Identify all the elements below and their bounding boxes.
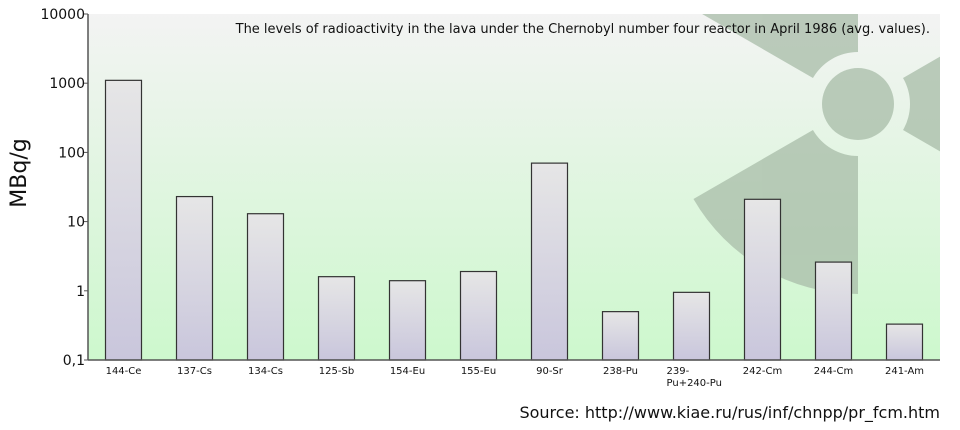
x-tick-label: 137-Cs bbox=[177, 366, 212, 377]
bar-244-Cm bbox=[814, 261, 853, 361]
bar-155-Eu bbox=[459, 270, 498, 361]
x-tick-label-line: 137-Cs bbox=[177, 366, 212, 377]
bar-239-Pu+240-Pu bbox=[672, 291, 711, 361]
x-tick-label-line: 144-Ce bbox=[106, 366, 142, 377]
x-tick-label-line: 242-Cm bbox=[743, 366, 782, 377]
x-tick-label-line: 241-Am bbox=[885, 366, 924, 377]
x-tick-label: 238-Pu bbox=[603, 366, 638, 377]
bar-144-Ce bbox=[104, 79, 143, 361]
bar-241-Am bbox=[885, 323, 924, 361]
x-tick-label-line: 154-Eu bbox=[390, 366, 425, 377]
bar-154-Eu bbox=[388, 280, 427, 361]
x-tick-label: 90-Sr bbox=[536, 366, 564, 377]
source-text: Source: http://www.kiae.ru/rus/inf/chnpp… bbox=[519, 403, 940, 423]
trefoil-blade bbox=[903, 56, 940, 152]
bar-90-Sr bbox=[530, 162, 569, 361]
x-tick-label-line: Pu+240-Pu bbox=[667, 378, 722, 389]
x-tick-label-line: 239- bbox=[667, 366, 690, 377]
bar-125-Sb bbox=[317, 276, 356, 361]
x-tick-label: 241-Am bbox=[885, 366, 924, 377]
x-tick-label-line: 125-Sb bbox=[319, 366, 354, 377]
trefoil-blade bbox=[702, 14, 858, 78]
x-tick-label: 242-Cm bbox=[743, 366, 782, 377]
x-tick-label: 154-Eu bbox=[390, 366, 425, 377]
x-tick-label: 239-Pu+240-Pu bbox=[667, 366, 722, 389]
x-tick-label: 244-Cm bbox=[814, 366, 853, 377]
x-tick-label: 155-Eu bbox=[461, 366, 496, 377]
y-tick-label: 100 bbox=[58, 145, 85, 161]
x-tick-label: 144-Ce bbox=[106, 366, 142, 377]
y-tick-label: 1000 bbox=[49, 76, 85, 92]
bar-137-Cs bbox=[175, 195, 214, 361]
y-tick-label: 10000 bbox=[40, 7, 85, 23]
x-tick-label-line: 90-Sr bbox=[536, 366, 564, 377]
x-tick-label-line: 134-Cs bbox=[248, 366, 283, 377]
x-tick-label-line: 238-Pu bbox=[603, 366, 638, 377]
x-tick-label-line: 244-Cm bbox=[814, 366, 853, 377]
y-tick-label: 1 bbox=[76, 284, 85, 300]
bar-134-Cs bbox=[246, 213, 285, 361]
y-axis-label: MBq/g bbox=[7, 138, 32, 207]
bar-238-Pu bbox=[601, 311, 640, 361]
bar-242-Cm bbox=[743, 198, 782, 361]
chart-title: The levels of radioactivity in the lava … bbox=[235, 22, 930, 37]
x-tick-label: 125-Sb bbox=[319, 366, 354, 377]
y-tick-label: 10 bbox=[67, 215, 85, 231]
y-tick-label: 0,1 bbox=[63, 353, 85, 369]
x-tick-label: 134-Cs bbox=[248, 366, 283, 377]
x-tick-label-line: 155-Eu bbox=[461, 366, 496, 377]
trefoil-center bbox=[822, 68, 894, 140]
